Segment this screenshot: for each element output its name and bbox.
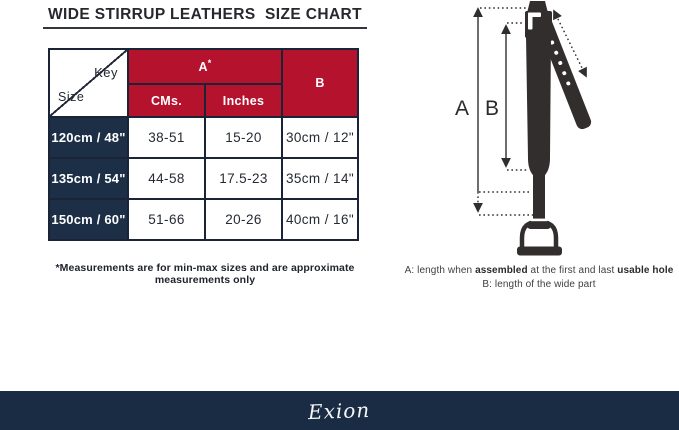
row-inches-cell: 20-26	[203, 198, 284, 241]
header-a-text: A	[198, 60, 208, 75]
punch-strap-measure-line	[553, 9, 587, 78]
label-b: B	[485, 97, 499, 120]
caption-line-b: B: length of the wide part	[482, 279, 596, 290]
title-wrap: WIDE STIRRUP LEATHERS SIZE CHART	[40, 6, 370, 29]
caption-a-prefix: A: length when	[404, 265, 476, 276]
row-size-cell: 135cm / 54"	[48, 157, 129, 200]
row-size-cell: 120cm / 48"	[48, 116, 129, 159]
caption-a-bold-usable-hole: usable hole	[617, 265, 674, 276]
stirrup-leather-diagram: A B	[455, 1, 592, 256]
main-strap-icon	[525, 1, 552, 219]
row-b-cell: 35cm / 14"	[281, 157, 360, 200]
row-cms-cell: 51-66	[127, 198, 206, 241]
column-header-a: A*	[126, 48, 284, 85]
corner-size-label: Size	[58, 90, 85, 104]
stirrup-iron-icon	[517, 218, 562, 256]
caption-a-bold-assembled: assembled	[475, 265, 528, 276]
header-a-asterisk: *	[207, 58, 212, 69]
caption-line-a: A: length when assembled at the first an…	[398, 264, 679, 278]
row-size-cell: 150cm / 60"	[48, 198, 129, 241]
diagram-caption: A: length when assembled at the first an…	[398, 264, 679, 292]
page-title: WIDE STIRRUP LEATHERS SIZE CHART	[42, 6, 368, 29]
size-table: Key Size A* B CMs. Inches 120cm / 48" 38…	[48, 48, 360, 241]
table-row: 120cm / 48" 38-51 15-20 30cm / 12"	[48, 116, 360, 159]
row-cms-cell: 38-51	[127, 116, 206, 159]
column-header-b: B	[281, 48, 360, 118]
buckle-icon	[528, 12, 541, 30]
row-b-cell: 30cm / 12"	[281, 116, 360, 159]
column-header-inches: Inches	[203, 83, 284, 118]
label-a: A	[455, 97, 469, 120]
row-b-cell: 40cm / 16"	[281, 198, 360, 241]
row-inches-cell: 17.5-23	[203, 157, 284, 200]
brand-logo: Exion	[307, 397, 371, 424]
measurements-footnote: *Measurements are for min-max sizes and …	[55, 262, 355, 286]
corner-key-label: Key	[94, 65, 118, 80]
brand-bar: Exion	[0, 391, 679, 430]
table-row: 135cm / 54" 44-58 17.5-23 35cm / 14"	[48, 157, 360, 200]
table-corner-cell: Key Size	[48, 48, 129, 118]
row-inches-cell: 15-20	[203, 116, 284, 159]
caption-a-mid: at the first and last	[527, 265, 618, 276]
table-row: 150cm / 60" 51-66 20-26 40cm / 16"	[48, 198, 360, 241]
row-cms-cell: 44-58	[127, 157, 206, 200]
column-header-cms: CMs.	[127, 83, 206, 118]
measurement-line-a	[473, 7, 540, 216]
measurement-line-b	[501, 22, 527, 171]
